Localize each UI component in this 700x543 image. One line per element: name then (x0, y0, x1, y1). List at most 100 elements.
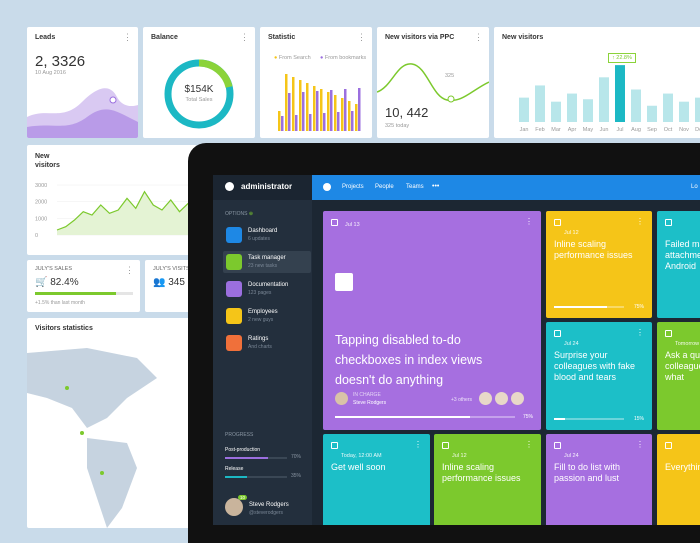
progress-label: 15% (633, 416, 644, 422)
title: Statistic (268, 34, 296, 41)
card-date: Jul 12 (564, 230, 579, 236)
y-tick-label: 0 (35, 233, 38, 239)
x-tick-label: Nov (679, 127, 689, 133)
title: New visitors (35, 153, 60, 169)
menu-icon (226, 227, 242, 243)
progress-bar (225, 457, 269, 459)
menu-title: Task manager (248, 255, 286, 261)
date: 10 Aug 2016 (35, 70, 66, 76)
x-tick-label: Apr (568, 127, 577, 133)
x-tick-label: Mar (551, 127, 561, 133)
bar-chart: Jan Feb Mar Apr May Jun Jul Aug Sep Oct Nov Dec (519, 65, 700, 133)
avatar (335, 392, 348, 405)
task-card[interactable]: ⋮ Jul 24 Surprise your colleagues with fak… (546, 322, 652, 430)
title: New visitors (502, 34, 544, 41)
statistic-card: Statistic ⋮ ● From Search ● From bookmark… (260, 27, 372, 138)
brand-bar: administrator (213, 175, 312, 200)
card-date: Jul 24 (564, 341, 579, 347)
deco-bar (341, 98, 344, 131)
value: 2, 3326 (35, 53, 86, 70)
menu-title: Dashboard (248, 228, 278, 234)
legend-item: ● From bookmarks (320, 55, 367, 61)
world-map (27, 348, 157, 528)
deco-bar (355, 104, 358, 131)
note: +1.5% than last month (35, 300, 85, 306)
y-tick-label: 3000 (35, 183, 47, 189)
avatar (511, 392, 524, 405)
deco-bar (288, 93, 291, 131)
visitors-line-card: New visitors 3000 2000 1000 0 (27, 145, 197, 255)
nav-link[interactable]: Lo (691, 184, 698, 190)
task-card[interactable]: ⋮ Today, 12:00 AM Get well soon (323, 434, 430, 525)
card-menu: ⋮ (414, 440, 422, 449)
progress-bar (554, 306, 607, 308)
card-icon (665, 330, 672, 337)
task-card[interactable]: Tomorrow Ask a question to colleague know… (657, 322, 700, 430)
deco-bar (348, 101, 351, 131)
nav-link[interactable]: Teams (406, 184, 424, 190)
value: 👥 345 (153, 277, 185, 288)
progress-name: Release (225, 466, 244, 472)
task-card[interactable]: Failed mail attachment When Android (657, 211, 700, 318)
nav-more[interactable]: ••• (432, 183, 440, 190)
legend-item: ● From Search (274, 55, 311, 61)
progress-bar (554, 418, 565, 420)
progress-bar (35, 292, 116, 295)
deco-bar (334, 95, 337, 131)
app-screen: administrator OPTIONS ⊕ PROGRESS 10 Stev… (213, 175, 700, 525)
value: $154K (184, 84, 214, 95)
x-tick-label: Aug (631, 127, 641, 133)
progress-name: Post-production (225, 447, 261, 453)
card-title: Inline scaling performance issues (554, 239, 633, 260)
x-tick-label: Dec (695, 127, 700, 133)
card-title: Everything (665, 462, 700, 472)
deco-bar (316, 91, 319, 131)
nav-icon (323, 183, 331, 191)
bar (551, 101, 561, 122)
brand: administrator (241, 182, 293, 191)
x-tick-label: Feb (535, 127, 544, 133)
progress-bar (225, 476, 247, 478)
x-tick-label: Jun (600, 127, 609, 133)
y-tick-label: 1000 (35, 216, 47, 222)
deco-bar (320, 89, 323, 131)
task-card[interactable]: ⋮ Jul 13 Tapping disabled to-do checkboxes… (323, 211, 541, 430)
x-tick-label: Jan (520, 127, 529, 133)
deco-bar (358, 88, 361, 131)
ppc-card: New visitors via PPC ⋮ 325 10, 442 325 to… (377, 27, 489, 138)
deco-bar (285, 74, 288, 131)
task-card[interactable]: Everything (657, 434, 700, 525)
nav-link[interactable]: People (375, 184, 394, 190)
task-card[interactable]: ⋮ Jul 12 Inline scaling performance issues… (546, 211, 652, 318)
progress-label: 70% (291, 454, 302, 460)
menu-sub: And charts (248, 344, 272, 350)
map-card: Visitors statistics (27, 318, 197, 528)
menu-item[interactable]: Employees 2 new guys (223, 305, 311, 327)
card-date: Jul 24 (564, 453, 579, 459)
area (57, 191, 197, 235)
menu-item[interactable]: Dashboard 6 updates (223, 224, 311, 246)
sales-card: JULY'S SALES ⋮ 🛒 82.4% +1.5% than last mo… (27, 260, 140, 312)
card-person: Steve Rodgers (353, 400, 387, 406)
menu-item[interactable]: Documentation 123 pages (223, 278, 311, 300)
menu-item[interactable]: Task manager 23 new tasks (223, 251, 311, 273)
task-card[interactable]: ⋮ Jul 12 Inline scaling performance issues (434, 434, 541, 525)
user-name: Steve Rodgers (249, 502, 289, 508)
badge-text: 22.8% (616, 55, 632, 61)
card-icon (665, 219, 672, 226)
menu-item[interactable]: Ratings And charts (223, 332, 311, 354)
card-menu: ⋮ (525, 217, 533, 226)
bar (679, 101, 689, 122)
avatar (495, 392, 508, 405)
menu-sub: 2 new guys (248, 317, 274, 323)
bar (647, 105, 657, 122)
title: Visitors statistics (35, 325, 93, 332)
progress-track (225, 457, 287, 459)
bar (631, 89, 641, 122)
card-date: Today, 12:00 AM (341, 453, 382, 459)
title: New visitors via PPC (385, 34, 455, 41)
task-card[interactable]: ⋮ Jul 24 Fill to do list with passion and … (546, 434, 652, 525)
bar (695, 97, 700, 122)
deco-bar (281, 116, 284, 131)
nav-link[interactable]: Projects (342, 184, 364, 190)
